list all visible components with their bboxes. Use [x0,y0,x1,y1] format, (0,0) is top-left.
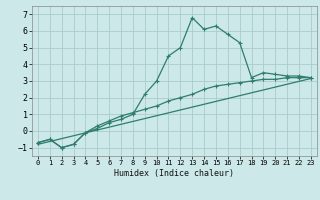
X-axis label: Humidex (Indice chaleur): Humidex (Indice chaleur) [115,169,234,178]
